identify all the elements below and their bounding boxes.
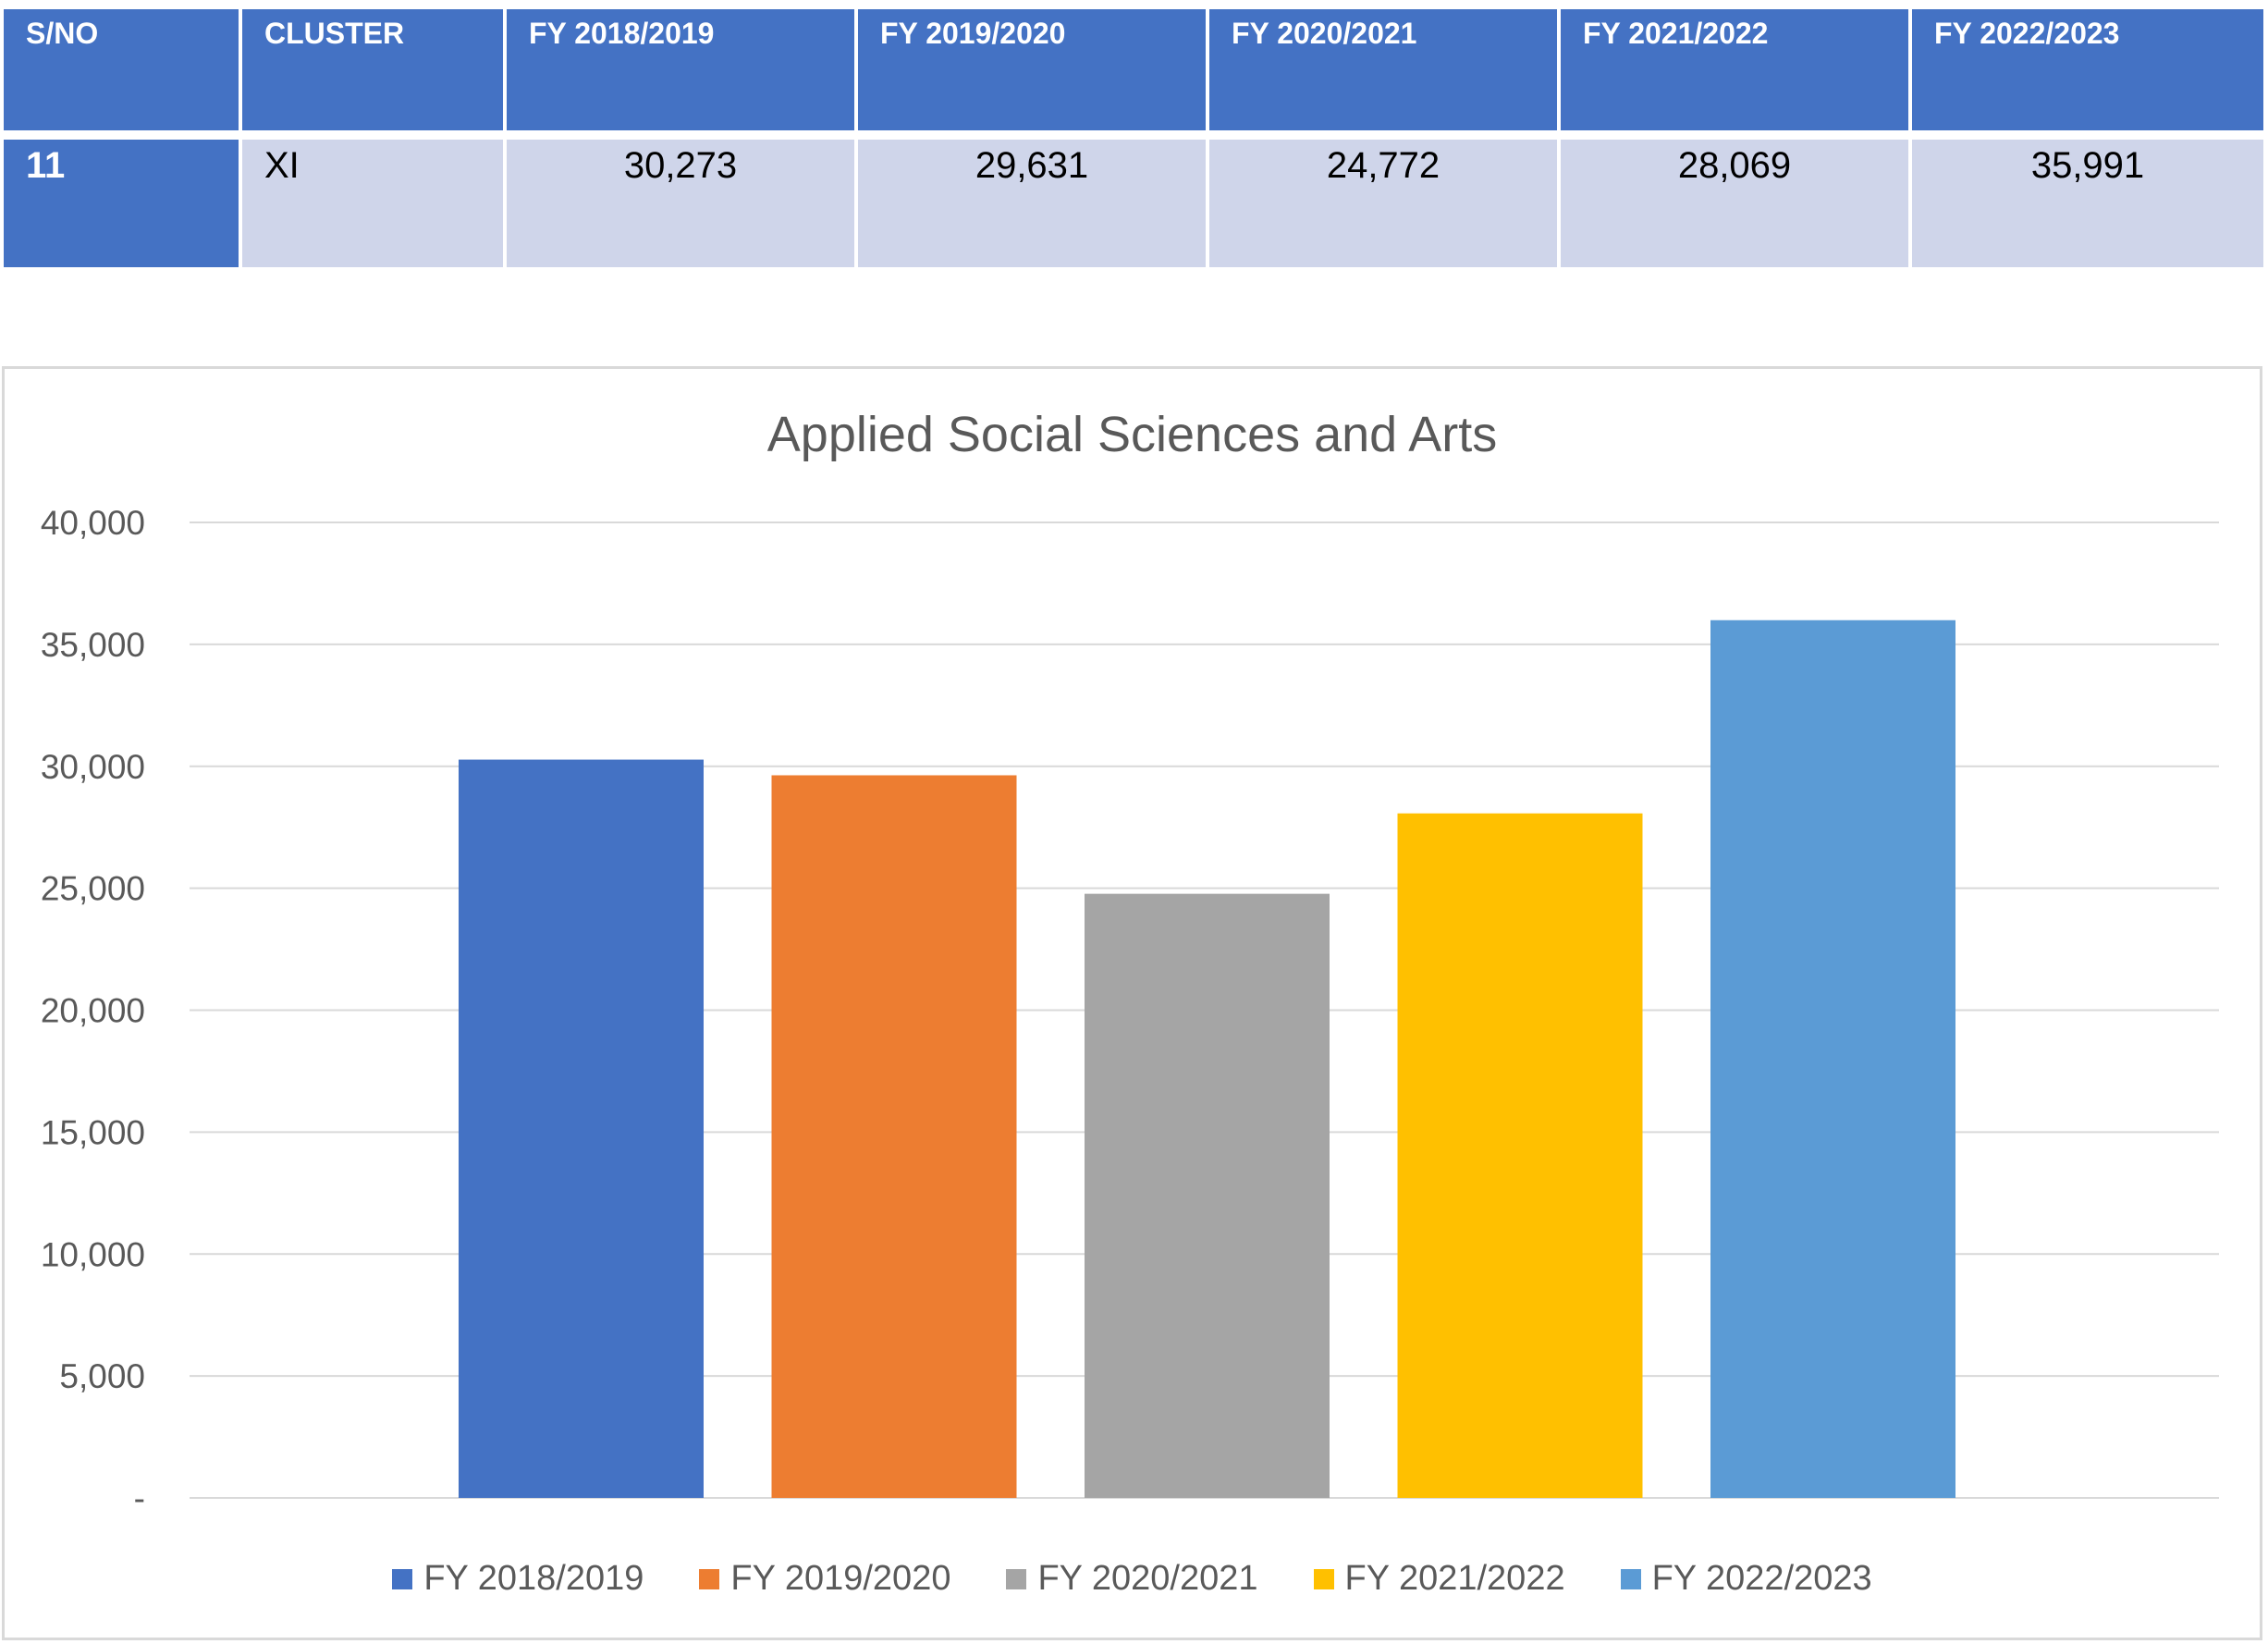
legend-label: FY 2020/2021	[1037, 1559, 1258, 1598]
y-tick-label: 10,000	[41, 1235, 145, 1273]
bar-chart: - 5,000 10,000 15,000 20,000 25,000 30,000 35,0…	[41, 504, 2219, 1517]
header-fy-2020-2021: FY 2020/2021	[1209, 9, 1561, 130]
y-tick-label: 25,000	[41, 870, 145, 908]
legend-label: FY 2018/2019	[423, 1559, 644, 1598]
chart-area: Applied Social Sciences and Arts - 5,000 1…	[2, 366, 2262, 1640]
legend-item: FY 2021/2022	[1313, 1559, 1565, 1599]
legend-swatch-icon	[392, 1568, 413, 1589]
y-tick-label: 20,000	[41, 992, 145, 1030]
header-fy-2019-2020: FY 2019/2020	[858, 9, 1209, 130]
table-header-row: S/NO CLUSTER FY 2018/2019 FY 2019/2020 F…	[4, 9, 2263, 130]
legend-swatch-icon	[699, 1568, 720, 1589]
legend-label: FY 2022/2023	[1651, 1559, 1872, 1598]
bar-fy-2019-2020	[771, 775, 1017, 1498]
legend-item: FY 2019/2020	[699, 1559, 950, 1599]
y-tick-label: 15,000	[41, 1113, 145, 1151]
legend-item: FY 2020/2021	[1006, 1559, 1258, 1599]
y-tick-label: 35,000	[41, 626, 145, 664]
cell-fy-2018-2019: 30,273	[507, 140, 858, 267]
header-cluster: CLUSTER	[242, 9, 507, 130]
legend-swatch-icon	[1313, 1568, 1334, 1589]
legend-item: FY 2022/2023	[1620, 1559, 1872, 1599]
cell-cluster: XI	[242, 140, 507, 267]
cell-fy-2019-2020: 29,631	[858, 140, 1209, 267]
y-tick-label: 5,000	[59, 1357, 145, 1395]
cell-fy-2020-2021: 24,772	[1209, 140, 1561, 267]
bar-fy-2018-2019	[459, 759, 704, 1498]
bar-fy-2020-2021	[1085, 893, 1330, 1498]
legend-swatch-icon	[1620, 1568, 1641, 1589]
header-fy-2022-2023: FY 2022/2023	[1912, 9, 2263, 130]
legend-swatch-icon	[1006, 1568, 1027, 1589]
cell-fy-2022-2023: 35,991	[1912, 140, 2263, 267]
chart-legend: FY 2018/2019 FY 2019/2020 FY 2020/2021 F…	[5, 1559, 2260, 1599]
header-fy-2021-2022: FY 2021/2022	[1561, 9, 1912, 130]
bar-fy-2022-2023	[1710, 620, 1955, 1498]
cell-fy-2021-2022: 28,069	[1561, 140, 1912, 267]
header-fy-2018-2019: FY 2018/2019	[507, 9, 858, 130]
legend-label: FY 2019/2020	[730, 1559, 951, 1598]
y-tick-label: -	[134, 1479, 145, 1517]
cell-sno: 11	[4, 140, 242, 267]
bar-fy-2021-2022	[1397, 813, 1643, 1498]
table-row: 11 XI 30,273 29,631 24,772 28,069 35,991	[4, 140, 2263, 267]
legend-item: FY 2018/2019	[392, 1559, 644, 1599]
legend-label: FY 2021/2022	[1344, 1559, 1565, 1598]
y-tick-label: 40,000	[41, 504, 145, 542]
chart-title: Applied Social Sciences and Arts	[766, 407, 1498, 462]
y-tick-label: 30,000	[41, 748, 145, 786]
data-table: S/NO CLUSTER FY 2018/2019 FY 2019/2020 F…	[4, 9, 2263, 267]
header-sno: S/NO	[4, 9, 242, 130]
